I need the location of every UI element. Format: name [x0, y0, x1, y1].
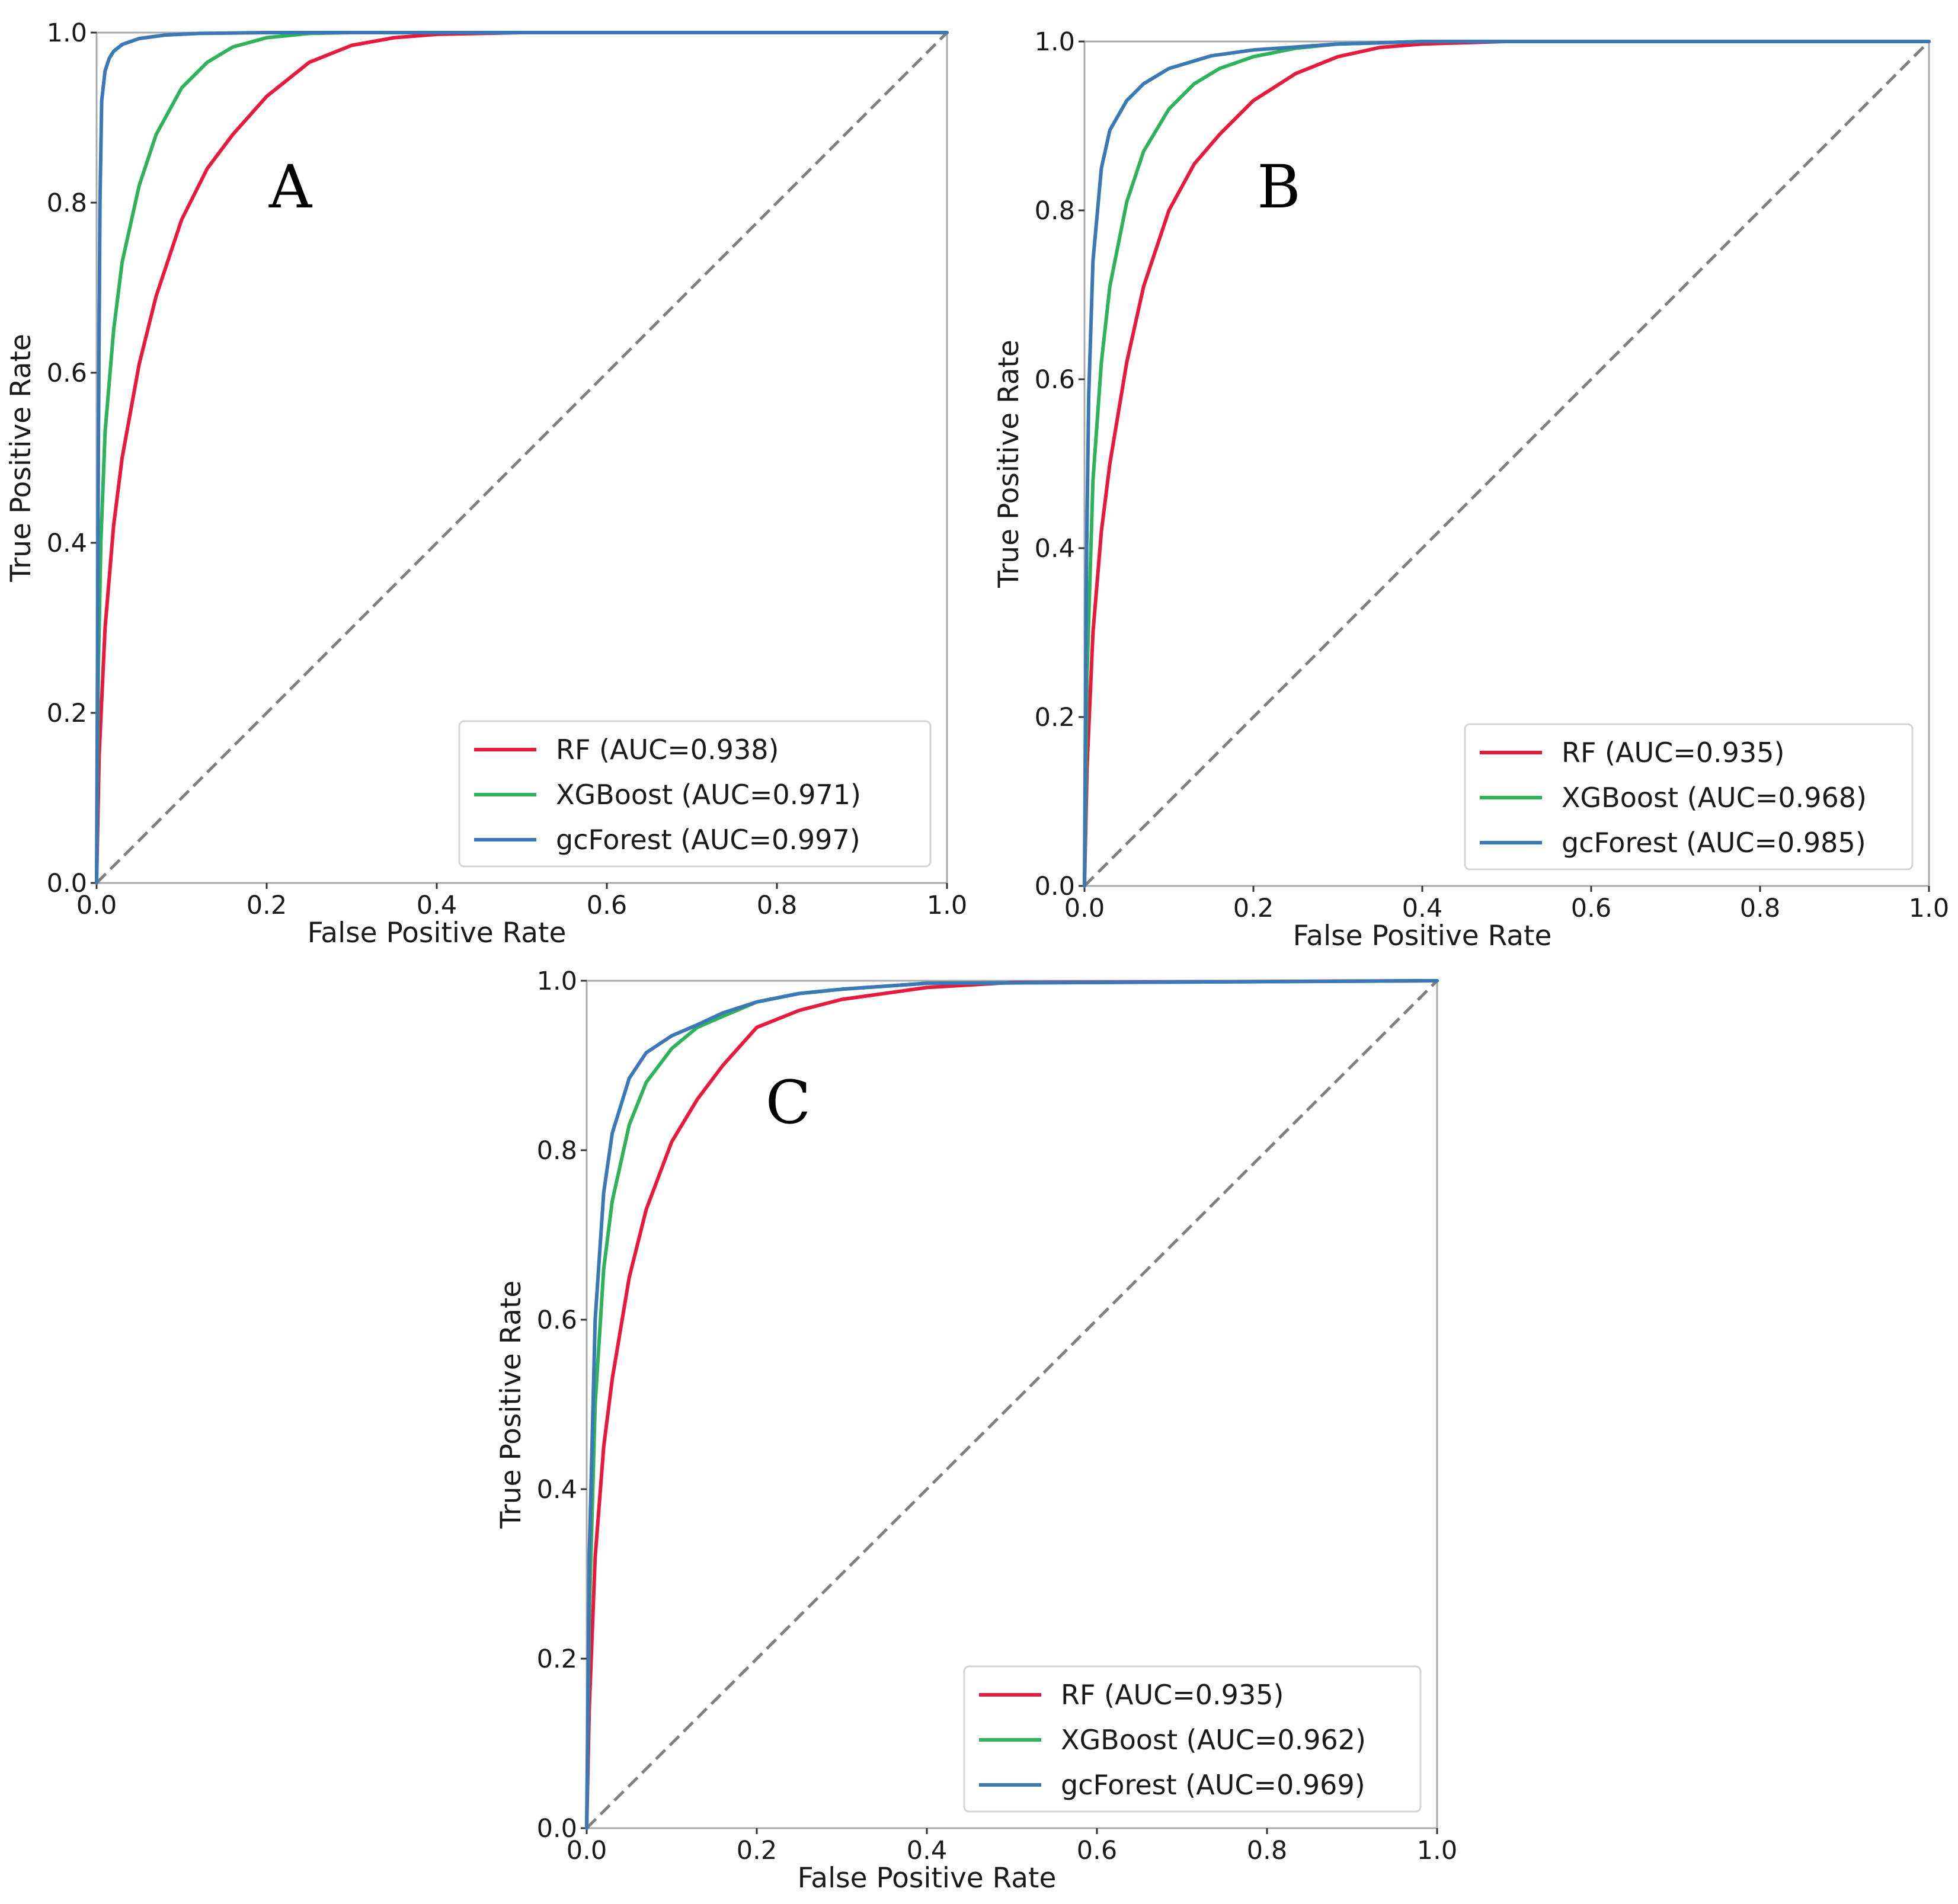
y-tick-label: 0.0 [1035, 872, 1075, 901]
roc-curve-xgboost [95, 31, 949, 885]
roc-chart-b-svg: 0.0 0.2 0.4 0.6 0.8 1.0 0.0 0.2 0.4 0.6 0.8 1.0 Fals… [993, 27, 1949, 952]
y-tick-label: 0.0 [537, 1814, 577, 1844]
legend-box [963, 1665, 1422, 1813]
x-tick-label: 0.4 [417, 891, 457, 920]
y-tick-label: 0.4 [47, 529, 87, 558]
roc-chart-a: 0.0 0.2 0.4 0.6 0.8 1.0 0.0 0.2 0.4 0.6 0.8 1.0 Fals… [0, 0, 967, 954]
y-tick-label: 0.2 [47, 699, 87, 728]
y-tick-label: 0.4 [537, 1475, 577, 1505]
y-tick-label: 0.2 [537, 1644, 577, 1674]
x-axis-title: False Positive Rate [1293, 920, 1552, 952]
y-tick-label: 0.0 [47, 869, 87, 898]
x-tick-label: 0.0 [567, 1836, 607, 1865]
x-tick-label: 0.0 [76, 891, 117, 920]
y-tick-label: 1.0 [47, 18, 87, 48]
x-tick-label: 0.8 [1247, 1836, 1287, 1865]
legend-label-xgboost: XGBoost (AUC=0.971) [556, 779, 861, 811]
x-tick-label: 0.0 [1064, 894, 1105, 923]
chance-diagonal-line [1083, 40, 1930, 887]
roc-curve-gcforest [1083, 40, 1931, 888]
x-tick-label: 0.4 [1402, 894, 1442, 923]
y-tick-label: 0.4 [1035, 534, 1075, 564]
x-tick-label: 0.2 [737, 1836, 777, 1865]
roc-curve-rf [1083, 40, 1931, 888]
y-tick-label: 0.6 [537, 1305, 577, 1335]
y-tick-label: 0.8 [47, 188, 87, 218]
legend-label-rf: RF (AUC=0.935) [1562, 737, 1784, 769]
legend-label-rf: RF (AUC=0.938) [556, 734, 779, 766]
legend-box [458, 720, 932, 868]
y-axis-title: True Positive Rate [993, 340, 1025, 588]
legend-box [1464, 723, 1914, 871]
x-tick-label: 0.4 [907, 1836, 947, 1865]
x-tick-label: 0.6 [1571, 894, 1611, 923]
x-axis-title: False Positive Rate [308, 917, 567, 949]
roc-chart-c-svg: 0.0 0.2 0.4 0.6 0.8 1.0 0.0 0.2 0.4 0.6 0.8 1.0 Fals… [495, 967, 1457, 1895]
x-tick-label: 0.8 [757, 891, 797, 920]
panel-letter-c: C [766, 1068, 811, 1137]
y-tick-label: 0.8 [1035, 196, 1075, 226]
chance-diagonal-line [95, 31, 948, 884]
x-tick-label: 1.0 [927, 891, 967, 920]
y-axis-title: True Positive Rate [5, 334, 37, 583]
y-tick-label: 0.2 [1035, 703, 1075, 732]
x-tick-label: 1.0 [1417, 1836, 1457, 1865]
legend-label-xgboost: XGBoost (AUC=0.962) [1061, 1724, 1366, 1756]
x-tick-label: 1.0 [1909, 894, 1949, 923]
y-tick-label: 1.0 [537, 967, 577, 996]
legend-label-gcforest: gcForest (AUC=0.985) [1562, 827, 1866, 859]
legend-label-xgboost: XGBoost (AUC=0.968) [1562, 782, 1867, 814]
x-tick-label: 0.2 [1233, 894, 1274, 923]
y-tick-label: 0.8 [537, 1136, 577, 1166]
chance-diagonal-line [586, 980, 1438, 1829]
roc-chart-b: 0.0 0.2 0.4 0.6 0.8 1.0 0.0 0.2 0.4 0.6 0.8 1.0 Fals… [984, 0, 1958, 954]
roc-chart-c: 0.0 0.2 0.4 0.6 0.8 1.0 0.0 0.2 0.4 0.6 0.8 1.0 Fals… [492, 954, 1464, 1904]
roc-curve-gcforest [95, 31, 949, 885]
y-tick-label: 0.6 [47, 359, 87, 388]
panel-letter-b: B [1257, 152, 1301, 222]
x-tick-label: 0.6 [587, 891, 627, 920]
x-axis-title: False Positive Rate [798, 1862, 1057, 1895]
roc-curve-rf [585, 979, 1439, 1830]
y-tick-label: 1.0 [1035, 27, 1075, 57]
x-tick-label: 0.8 [1740, 894, 1780, 923]
y-axis-title: True Positive Rate [495, 1281, 527, 1529]
roc-curve-rf [95, 31, 949, 885]
legend-label-gcforest: gcForest (AUC=0.997) [556, 824, 860, 856]
y-tick-label: 0.6 [1035, 365, 1075, 395]
roc-chart-a-svg: 0.0 0.2 0.4 0.6 0.8 1.0 0.0 0.2 0.4 0.6 0.8 1.0 Fals… [5, 18, 967, 949]
x-tick-label: 0.6 [1077, 1836, 1117, 1865]
panel-letter-a: A [268, 152, 313, 222]
legend-label-rf: RF (AUC=0.935) [1061, 1679, 1284, 1711]
roc-curve-gcforest [585, 979, 1439, 1830]
x-tick-label: 0.2 [247, 891, 287, 920]
legend-label-gcforest: gcForest (AUC=0.969) [1061, 1769, 1365, 1801]
